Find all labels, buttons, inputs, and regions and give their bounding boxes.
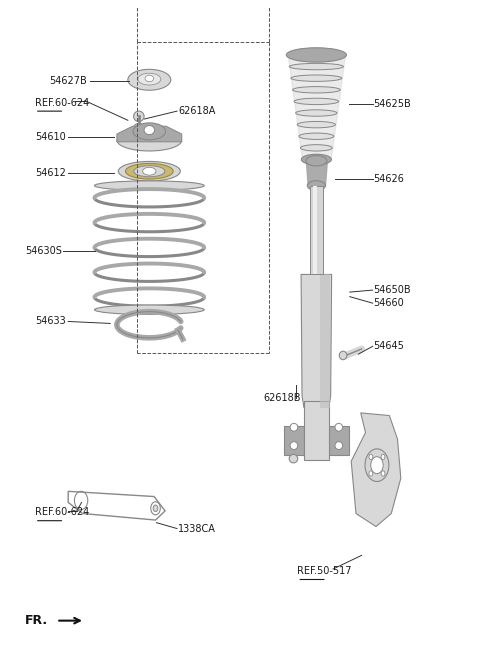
Polygon shape xyxy=(284,426,304,455)
Text: 54627B: 54627B xyxy=(49,76,87,86)
FancyBboxPatch shape xyxy=(320,274,330,407)
Ellipse shape xyxy=(365,449,389,482)
Ellipse shape xyxy=(381,471,385,476)
Ellipse shape xyxy=(335,423,343,431)
FancyBboxPatch shape xyxy=(304,401,329,460)
Ellipse shape xyxy=(297,121,336,128)
Polygon shape xyxy=(117,126,182,142)
Text: 54660: 54660 xyxy=(373,298,404,308)
Ellipse shape xyxy=(296,110,337,116)
Ellipse shape xyxy=(290,423,298,431)
Text: 54630S: 54630S xyxy=(25,246,62,256)
Text: 54610: 54610 xyxy=(35,132,66,142)
Ellipse shape xyxy=(302,156,331,163)
Ellipse shape xyxy=(294,98,338,104)
Text: REF.60-624: REF.60-624 xyxy=(35,507,89,517)
Ellipse shape xyxy=(134,166,165,176)
Text: 54645: 54645 xyxy=(373,341,405,352)
Text: 62618B: 62618B xyxy=(264,393,301,403)
Ellipse shape xyxy=(117,130,181,151)
Text: 54633: 54633 xyxy=(35,316,66,327)
Ellipse shape xyxy=(381,454,385,459)
Polygon shape xyxy=(329,426,349,455)
Ellipse shape xyxy=(369,454,373,459)
Ellipse shape xyxy=(286,48,347,62)
Ellipse shape xyxy=(128,70,171,91)
Ellipse shape xyxy=(138,73,161,85)
Text: 54626: 54626 xyxy=(373,174,405,184)
Text: REF.60-624: REF.60-624 xyxy=(35,98,89,108)
Ellipse shape xyxy=(301,154,331,165)
Ellipse shape xyxy=(371,457,383,474)
Ellipse shape xyxy=(306,155,327,166)
FancyBboxPatch shape xyxy=(312,186,317,274)
Ellipse shape xyxy=(144,125,155,134)
Ellipse shape xyxy=(335,441,343,449)
Text: 1338CA: 1338CA xyxy=(178,523,216,533)
Polygon shape xyxy=(351,413,401,527)
Ellipse shape xyxy=(369,471,373,476)
Ellipse shape xyxy=(292,87,340,93)
Text: 54612: 54612 xyxy=(35,167,66,178)
Ellipse shape xyxy=(153,505,158,512)
Ellipse shape xyxy=(288,52,345,58)
Text: FR.: FR. xyxy=(25,614,48,627)
Ellipse shape xyxy=(118,161,180,181)
Ellipse shape xyxy=(95,181,204,190)
Text: REF.50-517: REF.50-517 xyxy=(297,566,352,576)
Ellipse shape xyxy=(299,133,334,140)
Ellipse shape xyxy=(145,75,154,82)
Ellipse shape xyxy=(133,111,144,121)
Ellipse shape xyxy=(133,123,166,140)
Ellipse shape xyxy=(307,180,325,190)
Ellipse shape xyxy=(134,123,144,130)
Ellipse shape xyxy=(300,145,332,151)
Ellipse shape xyxy=(289,455,298,463)
Ellipse shape xyxy=(291,75,342,81)
Text: 54625B: 54625B xyxy=(373,99,411,109)
Ellipse shape xyxy=(125,163,173,179)
Polygon shape xyxy=(301,274,332,407)
Ellipse shape xyxy=(339,351,347,359)
Text: 54650B: 54650B xyxy=(373,285,411,295)
Ellipse shape xyxy=(290,441,298,449)
FancyBboxPatch shape xyxy=(310,186,323,274)
Ellipse shape xyxy=(95,305,204,314)
Ellipse shape xyxy=(143,167,156,175)
Text: 62618A: 62618A xyxy=(178,106,216,116)
Ellipse shape xyxy=(289,64,343,70)
